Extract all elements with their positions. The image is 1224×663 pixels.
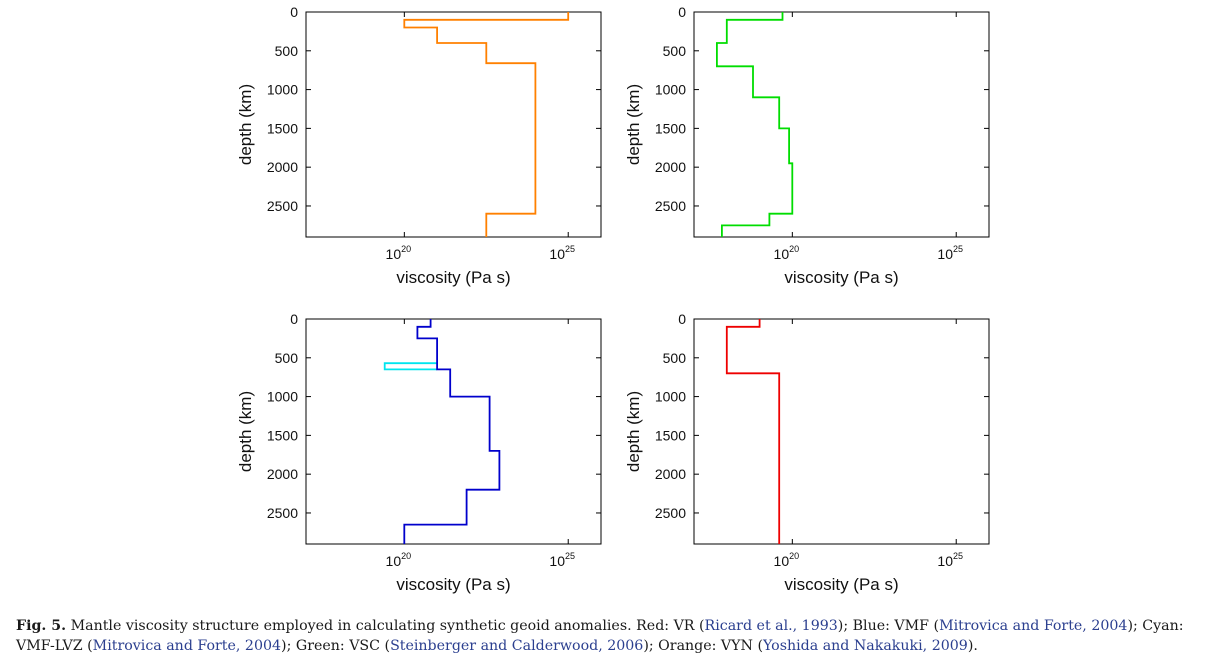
viscosity-profile-line bbox=[725, 319, 781, 544]
y-tick-label: 1500 bbox=[655, 427, 686, 443]
y-tick-label: 1000 bbox=[655, 389, 686, 405]
y-tick-label: 500 bbox=[275, 350, 299, 366]
caption-text: Mantle viscosity structure employed in c… bbox=[66, 618, 705, 634]
y-tick-label: 2500 bbox=[655, 198, 686, 214]
panel-bottom-left: 0 500 1000 1500 2000 2500 1020 1025 viscosity (P… bbox=[236, 311, 602, 594]
x-axis-label: viscosity (Pa s) bbox=[784, 268, 898, 287]
axes-frame bbox=[305, 11, 602, 238]
caption-reference-link[interactable]: Mitrovica and Forte, 2004 bbox=[92, 638, 282, 654]
y-tick-label: 0 bbox=[678, 4, 686, 20]
caption-text: ). bbox=[967, 638, 978, 654]
y-tick-label: 500 bbox=[275, 43, 299, 59]
x-axis-label: viscosity (Pa s) bbox=[396, 268, 510, 287]
y-tick-label: 2000 bbox=[267, 159, 298, 175]
y-axis-label: depth (km) bbox=[624, 391, 643, 472]
y-tick-label: 2000 bbox=[655, 466, 686, 482]
y-tick-label: 1500 bbox=[267, 120, 298, 136]
y-tick-label: 1500 bbox=[655, 120, 686, 136]
x-tick-label: 1025 bbox=[549, 244, 575, 262]
viscosity-profile-line bbox=[403, 12, 570, 237]
caption-reference-link[interactable]: Ricard et al., 1993 bbox=[704, 618, 838, 634]
viscosity-profile-line bbox=[383, 362, 438, 371]
x-tick-label: 1020 bbox=[386, 551, 412, 569]
x-axis-label: viscosity (Pa s) bbox=[396, 575, 510, 594]
y-tick-label: 2000 bbox=[655, 159, 686, 175]
y-tick-label: 1000 bbox=[655, 82, 686, 98]
y-tick-label: 1000 bbox=[267, 389, 298, 405]
y-tick-label: 2500 bbox=[655, 505, 686, 521]
x-tick-label: 1020 bbox=[386, 244, 412, 262]
x-tick-label: 1020 bbox=[774, 244, 800, 262]
caption-text: ); Blue: VMF ( bbox=[837, 618, 940, 634]
axes-frame bbox=[693, 318, 990, 545]
caption-reference-link[interactable]: Yoshida and Nakakuki, 2009 bbox=[763, 638, 968, 654]
y-tick-label: 0 bbox=[678, 311, 686, 327]
caption-label: Fig. 5. bbox=[16, 618, 67, 634]
y-tick-label: 2000 bbox=[267, 466, 298, 482]
axes-frame bbox=[693, 11, 990, 238]
x-tick-label: 1025 bbox=[549, 551, 575, 569]
x-tick-label: 1025 bbox=[937, 244, 963, 262]
y-tick-label: 0 bbox=[290, 4, 298, 20]
figure-caption: Fig. 5. Mantle viscosity structure emplo… bbox=[16, 616, 1212, 656]
panel-bottom-right: 0 500 1000 1500 2000 2500 1020 1025 viscosity (P… bbox=[624, 311, 990, 594]
caption-text: ); Cyan: VMF-LVZ ( bbox=[16, 618, 1184, 654]
y-tick-label: 0 bbox=[290, 311, 298, 327]
x-tick-label: 1025 bbox=[937, 551, 963, 569]
y-axis-label: depth (km) bbox=[236, 84, 255, 165]
y-tick-label: 2500 bbox=[267, 198, 298, 214]
y-tick-label: 2500 bbox=[267, 505, 298, 521]
caption-reference-link[interactable]: Steinberger and Calderwood, 2006 bbox=[390, 638, 644, 654]
viscosity-profile-line bbox=[716, 12, 794, 237]
panel-top-left: 0 500 1000 1500 2000 2500 1020 1025 viscosity (P… bbox=[236, 4, 602, 287]
x-axis-label: viscosity (Pa s) bbox=[784, 575, 898, 594]
y-tick-label: 500 bbox=[663, 43, 687, 59]
panel-top-right: 0 500 1000 1500 2000 2500 1020 1025 viscosity (P… bbox=[624, 4, 990, 287]
y-tick-label: 500 bbox=[663, 350, 687, 366]
viscosity-profile-line bbox=[403, 319, 501, 544]
y-tick-label: 1500 bbox=[267, 427, 298, 443]
axes-frame bbox=[305, 318, 602, 545]
caption-reference-link[interactable]: Mitrovica and Forte, 2004 bbox=[939, 618, 1128, 634]
y-axis-label: depth (km) bbox=[624, 84, 643, 165]
y-tick-label: 1000 bbox=[267, 82, 298, 98]
x-tick-label: 1020 bbox=[774, 551, 800, 569]
y-axis-label: depth (km) bbox=[236, 391, 255, 472]
figure-canvas: 0 500 1000 1500 2000 2500 1020 1025 viscosity (P… bbox=[236, 4, 990, 594]
caption-text: ); Green: VSC ( bbox=[281, 638, 391, 654]
caption-text: ); Orange: VYN ( bbox=[643, 638, 764, 654]
